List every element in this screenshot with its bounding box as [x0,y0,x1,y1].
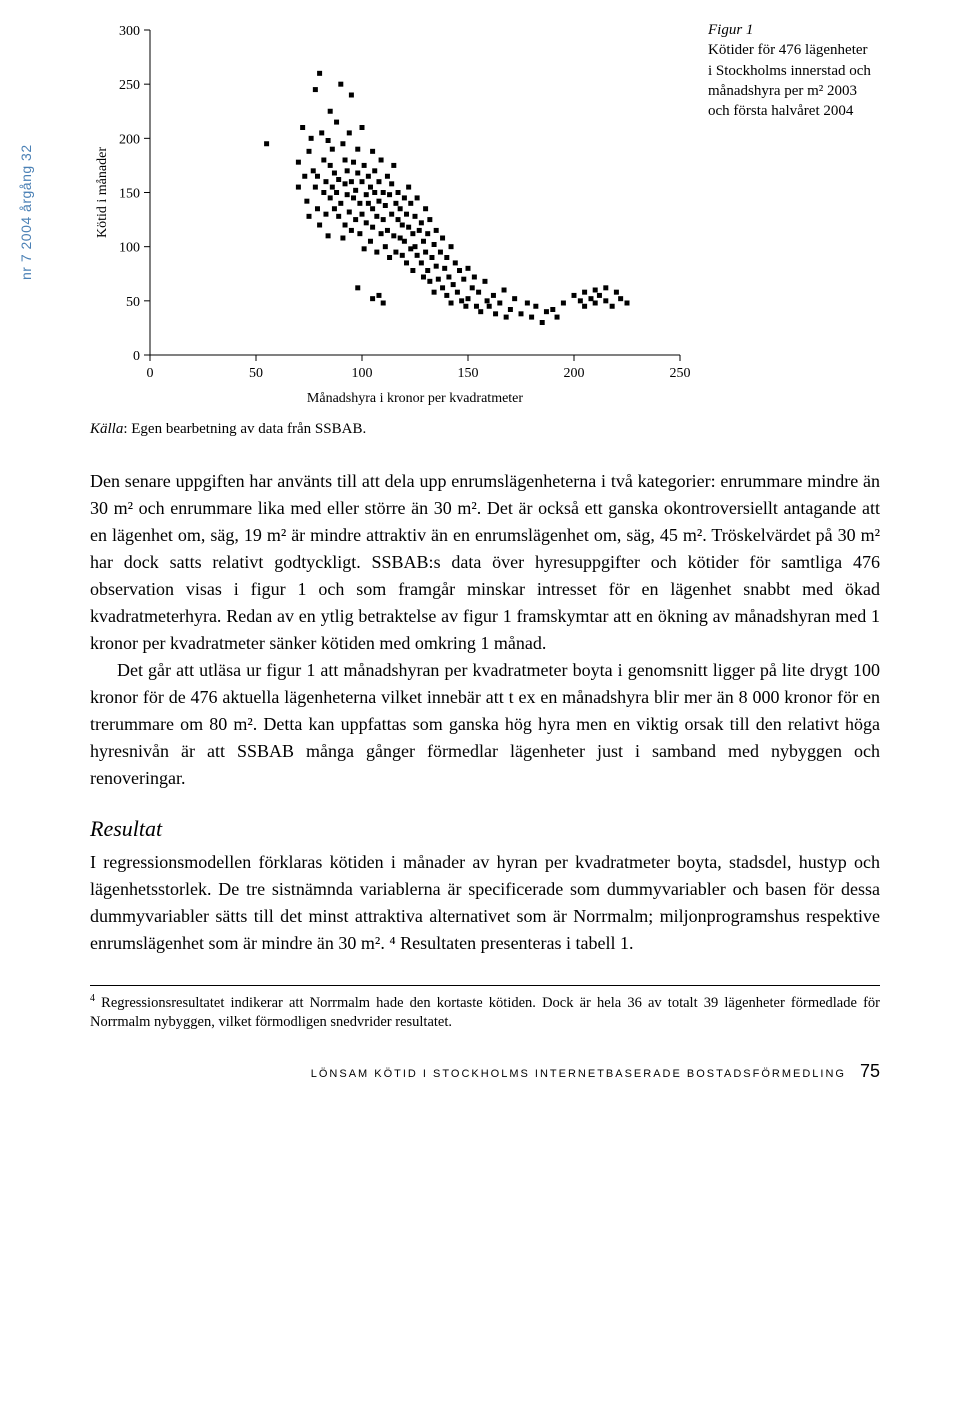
svg-text:0: 0 [147,366,154,381]
svg-text:300: 300 [119,24,140,39]
svg-text:Månadshyra i kronor per kvadra: Månadshyra i kronor per kvadratmeter [307,391,523,406]
svg-text:50: 50 [249,366,263,381]
paragraph-1: Den senare uppgiften har använts till at… [90,468,880,657]
svg-text:100: 100 [119,241,140,256]
figure-label: Figur 1 [708,22,753,38]
scatter-chart: 0 50 100 150 200 250 0 50 100 150 200 250 300 Månadsh… [90,20,690,415]
running-footer: LÖNSAM KÖTID I STOCKHOLMS INTERNETBASERA… [90,1061,880,1082]
footnote-rule [90,985,880,986]
figure-caption: Figur 1 Kötider för 476 lägenheter i Sto… [708,20,873,121]
svg-text:Kötid i månader: Kötid i månader [95,147,110,238]
svg-text:150: 150 [119,187,140,202]
source-label: Källa [90,421,123,437]
svg-text:150: 150 [458,366,479,381]
running-title: LÖNSAM KÖTID I STOCKHOLMS INTERNETBASERA… [311,1068,846,1080]
svg-text:200: 200 [119,132,140,147]
page-number: 75 [860,1061,880,1082]
figure-block: 0 50 100 150 200 250 0 50 100 150 200 250 300 Månadsh… [90,20,880,415]
svg-text:0: 0 [133,349,140,364]
footnote: 4 Regressionsresultatet indikerar att No… [90,992,880,1033]
svg-text:250: 250 [119,78,140,93]
paragraph-2: Det går att utläsa ur figur 1 att månads… [90,657,880,792]
footnote-text: Regressionsresultatet indikerar att Norr… [90,995,880,1031]
page: nr 7 2004 årgång 32 0 50 100 150 200 250 0 50 10… [0,0,960,1122]
chart-svg: 0 50 100 150 200 250 0 50 100 150 200 250 300 Månadsh… [90,20,690,410]
section-title-resultat: Resultat [90,812,880,845]
margin-issue-note: nr 7 2004 årgång 32 [18,144,34,280]
source-text: : Egen bearbetning av data från SSBAB. [123,421,366,437]
body-text: Den senare uppgiften har använts till at… [90,468,880,957]
svg-text:200: 200 [564,366,585,381]
figure-caption-text: Kötider för 476 lägenheter i Stockholms … [708,42,871,119]
svg-text:100: 100 [352,366,373,381]
paragraph-3: I regressionsmodellen förklaras kötiden … [90,849,880,957]
svg-text:50: 50 [126,295,140,310]
svg-text:250: 250 [670,366,691,381]
figure-source: Källa: Egen bearbetning av data från SSB… [90,421,880,438]
